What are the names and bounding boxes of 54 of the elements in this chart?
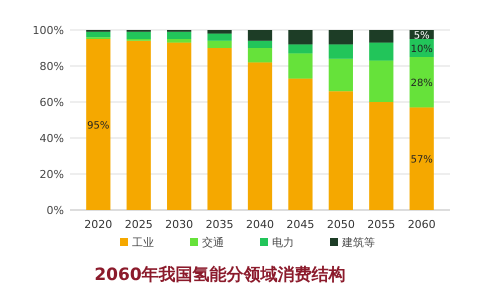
x-tick-label: 2035 xyxy=(206,218,234,231)
x-tick-label: 2050 xyxy=(326,218,355,231)
bar xyxy=(288,30,313,44)
legend-label: 电力 xyxy=(272,236,294,249)
bar xyxy=(248,62,272,210)
x-tick-label: 2045 xyxy=(286,218,314,231)
bar xyxy=(369,42,394,61)
bar xyxy=(207,34,232,41)
y-tick-label: 100% xyxy=(32,24,64,37)
bar xyxy=(288,44,313,54)
y-tick-label: 0% xyxy=(46,204,64,217)
legend-label: 工业 xyxy=(132,236,154,249)
text: 2060年我国氢能分领域消费结构 xyxy=(94,265,346,285)
x-tick-label: 2025 xyxy=(124,218,153,231)
bar xyxy=(369,30,394,43)
data-label: 95% xyxy=(87,120,110,132)
legend-label: 交通 xyxy=(202,236,224,249)
x-tick-label: 2030 xyxy=(165,218,194,231)
bar xyxy=(328,58,353,92)
bar xyxy=(86,39,110,210)
y-tick-label: 60% xyxy=(40,96,64,109)
bar xyxy=(248,48,272,62)
bar xyxy=(167,32,192,39)
legend-label: 建筑等 xyxy=(341,236,375,249)
x-tick-label: 2055 xyxy=(367,218,396,231)
bar xyxy=(248,40,272,48)
bar xyxy=(126,32,151,39)
bar xyxy=(86,32,110,38)
bar xyxy=(369,102,394,210)
bar xyxy=(328,44,353,59)
bar xyxy=(288,53,313,79)
bar xyxy=(328,91,353,210)
bar xyxy=(410,57,434,108)
data-label: 5% xyxy=(414,30,430,42)
data-label: 57% xyxy=(410,154,433,166)
bar xyxy=(126,40,151,210)
data-label: 10% xyxy=(410,44,433,55)
bar xyxy=(207,48,232,210)
bar xyxy=(167,42,192,210)
bar xyxy=(207,30,232,34)
bar xyxy=(207,40,232,48)
y-tick-label: 80% xyxy=(40,60,64,73)
x-tick-label: 2060 xyxy=(408,218,436,231)
bar xyxy=(288,78,313,210)
bar xyxy=(369,60,394,102)
x-tick-label: 2020 xyxy=(84,218,112,231)
y-tick-label: 20% xyxy=(40,168,64,181)
bar xyxy=(410,107,434,210)
y-tick-label: 40% xyxy=(40,132,64,145)
bar xyxy=(328,30,353,44)
bar xyxy=(167,39,192,43)
data-label: 28% xyxy=(410,78,433,90)
x-tick-label: 2040 xyxy=(246,218,274,231)
bar xyxy=(248,30,272,41)
